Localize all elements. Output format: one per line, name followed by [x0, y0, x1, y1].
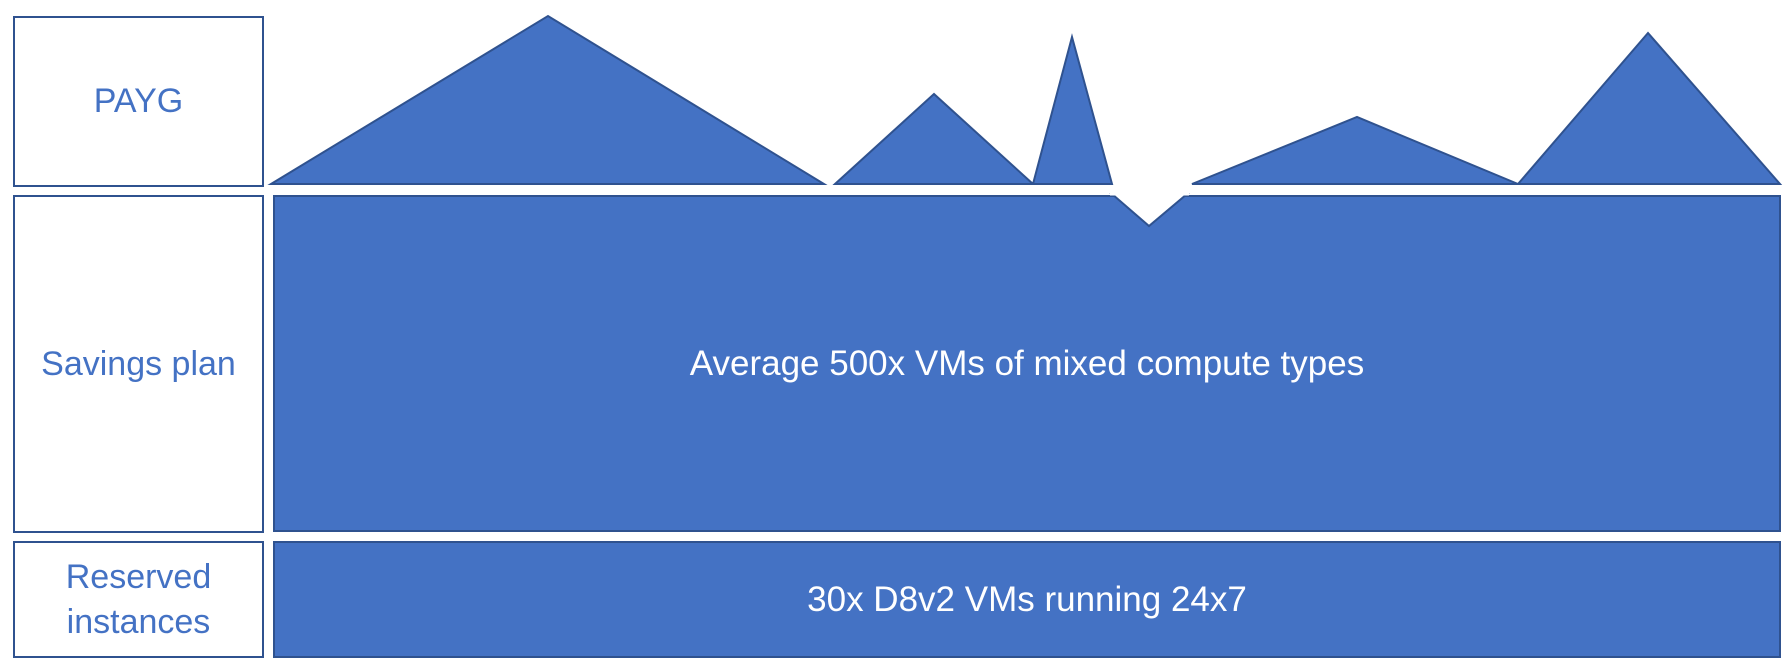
- payg-peak-4: [1191, 115, 1519, 185]
- tier-label-reserved-instances: Reserved instances: [13, 541, 264, 658]
- savings-plan-description: Average 500x VMs of mixed compute types: [689, 343, 1365, 383]
- tier-label-payg: PAYG: [13, 16, 264, 187]
- payg-peak-1: [267, 14, 828, 185]
- payg-peak-2: [832, 92, 1036, 185]
- payg-peak-3: [1031, 33, 1114, 185]
- savings-plan-block: Average 500x VMs of mixed compute types: [273, 195, 1781, 532]
- payg-peak-5: [1515, 31, 1783, 185]
- tier-label-reserved-instances-text: Reserved instances: [65, 558, 212, 641]
- reserved-instances-description: 30x D8v2 VMs running 24x7: [807, 579, 1247, 619]
- tier-label-savings-plan-text: Savings plan: [41, 344, 236, 383]
- tier-label-payg-text: PAYG: [93, 82, 184, 121]
- tier-label-savings-plan: Savings plan: [13, 195, 264, 533]
- reserved-instances-block: 30x D8v2 VMs running 24x7: [273, 541, 1781, 658]
